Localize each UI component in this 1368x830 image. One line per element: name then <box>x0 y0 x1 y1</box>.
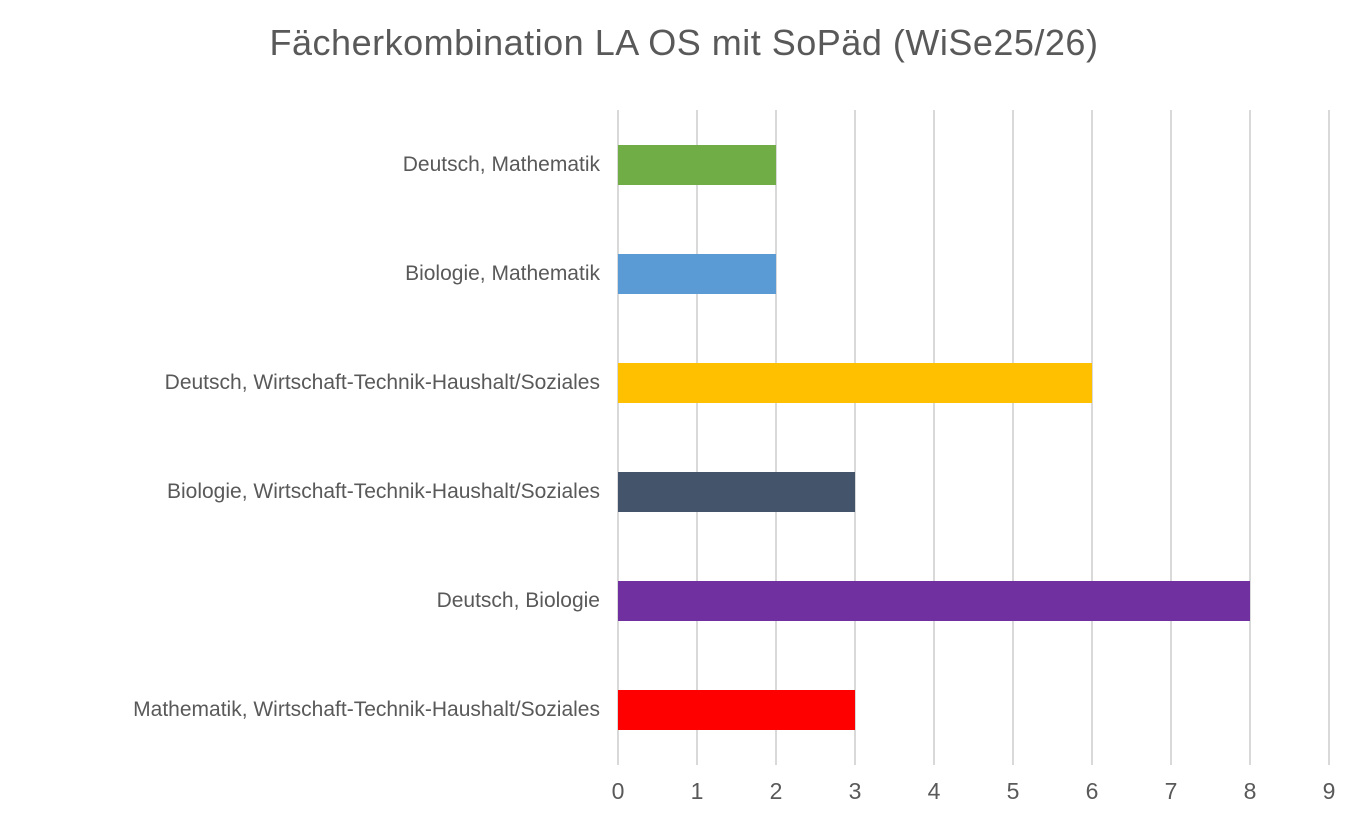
x-tick-label: 1 <box>690 778 704 804</box>
category-axis-labels: Deutsch, Mathematik Biologie, Mathematik D… <box>0 110 600 765</box>
category-label: Mathematik, Wirtschaft-Technik-Haushalt/… <box>133 698 600 722</box>
category-label: Biologie, Wirtschaft-Technik-Haushalt/So… <box>166 480 600 504</box>
plot-area <box>617 110 1330 765</box>
bar <box>618 362 1092 403</box>
gridline <box>853 110 856 765</box>
gridline <box>774 110 777 765</box>
gridline <box>1012 110 1014 765</box>
category-label: Deutsch, Biologie <box>436 589 600 613</box>
x-tick-label: 7 <box>1164 778 1178 804</box>
x-tick-label: 2 <box>769 778 783 804</box>
bar <box>618 253 776 294</box>
x-tick-label: 6 <box>1085 778 1099 804</box>
x-tick-label: 3 <box>848 778 862 804</box>
gridline <box>1170 110 1172 765</box>
bar <box>618 690 855 731</box>
bar <box>618 144 776 185</box>
x-tick-label: 9 <box>1322 778 1336 804</box>
gridline <box>1090 110 1093 765</box>
chart-title: Fächerkombination LA OS mit SoPäd (WiSe2… <box>269 22 1099 63</box>
gridline <box>695 110 698 765</box>
category-label: Biologie, Mathematik <box>405 261 600 285</box>
bar <box>618 581 1250 622</box>
x-tick-label: 5 <box>1006 778 1020 804</box>
gridline <box>617 110 619 765</box>
bar <box>618 472 855 513</box>
gridline <box>932 110 935 765</box>
x-tick-label: 4 <box>927 778 941 804</box>
category-label: Deutsch, Mathematik <box>402 152 600 176</box>
x-tick-label: 0 <box>611 778 625 804</box>
x-tick-label: 8 <box>1243 778 1257 804</box>
value-axis-tick-labels: 0 1 2 3 4 5 6 7 8 9 <box>612 778 1336 808</box>
category-label: Deutsch, Wirtschaft-Technik-Haushalt/Soz… <box>164 370 600 394</box>
gridline <box>1248 110 1251 765</box>
gridline <box>1328 110 1330 765</box>
